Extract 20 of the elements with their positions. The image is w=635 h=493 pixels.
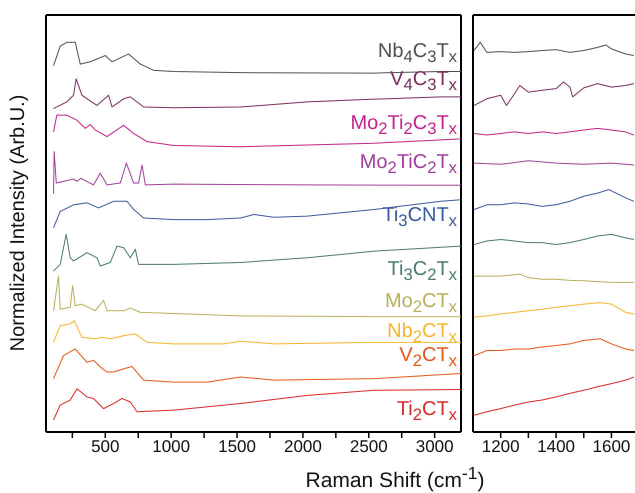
x-tick-label: 1400 <box>537 437 575 456</box>
x-axis-title: Raman Shift (cm$^{-1}$) <box>304 462 486 493</box>
series-label: Nb$_{4}$C$_{3}$T$_{x}$ <box>376 39 457 68</box>
y-axis-title: Normalized Intensity (Arb.U.) <box>6 94 30 354</box>
x-tick-label: 3000 <box>416 437 454 456</box>
series-label: Mo$_{2}$TiC$_{2}$T$_{x}$ <box>360 151 457 177</box>
series-label: Mo$_{2}$CT$_{x}$ <box>384 290 457 316</box>
x-tick-label: 1500 <box>218 437 256 456</box>
x-tick-label: 1000 <box>152 437 190 456</box>
series-label: Nb$_{2}$CT$_{x}$ <box>387 320 457 346</box>
x-tick-label: 2500 <box>350 437 388 456</box>
series-label: V$_{2}$CT$_{x}$ <box>399 344 457 370</box>
series-label: V$_{4}$C$_{3}$T$_{x}$ <box>390 68 457 94</box>
x-tick-label: 1200 <box>482 437 520 456</box>
series-label: Mo$_{2}$Ti$_{2}$C$_{3}$T$_{x}$ <box>350 112 457 138</box>
x-tick-label: 1600 <box>592 437 630 456</box>
x-tick-label: 2000 <box>284 437 322 456</box>
series-label: Ti$_{2}$CT$_{x}$ <box>396 397 457 426</box>
x-tick-label: 500 <box>91 437 120 456</box>
series-label: Ti$_{3}$C$_{2}$T$_{x}$ <box>388 258 457 284</box>
